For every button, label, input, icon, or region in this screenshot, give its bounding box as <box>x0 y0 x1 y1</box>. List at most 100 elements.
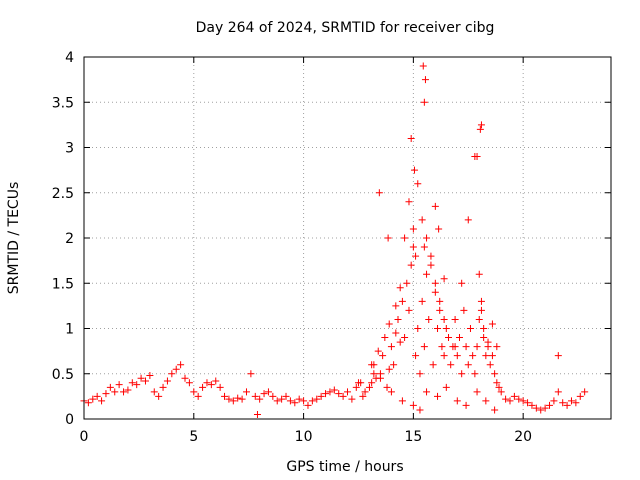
data-point <box>115 381 123 389</box>
data-point <box>352 383 360 391</box>
data-point <box>453 397 461 405</box>
data-point <box>438 343 446 351</box>
data-point <box>194 392 202 400</box>
data-point <box>537 406 545 414</box>
data-point <box>458 370 466 378</box>
grid-lines <box>84 57 611 419</box>
data-point <box>475 270 483 278</box>
data-point <box>207 381 215 389</box>
data-point <box>106 383 114 391</box>
data-point <box>502 395 510 403</box>
data-point <box>427 261 435 269</box>
y-tick-label: 0.5 <box>52 367 74 383</box>
y-tick-label: 1 <box>65 322 74 338</box>
data-point <box>453 352 461 360</box>
data-point <box>532 404 540 412</box>
data-point <box>405 198 413 206</box>
data-point <box>89 395 97 403</box>
data-point <box>203 379 211 387</box>
data-point <box>150 388 158 396</box>
data-point <box>414 180 422 188</box>
data-point <box>137 374 145 382</box>
data-point <box>495 383 503 391</box>
data-point <box>550 397 558 405</box>
x-tick-label: 20 <box>514 429 532 445</box>
data-point <box>431 202 439 210</box>
data-point <box>398 397 406 405</box>
data-point <box>98 397 106 405</box>
data-point <box>387 343 395 351</box>
data-point <box>418 216 426 224</box>
data-point <box>462 343 470 351</box>
data-point <box>434 325 442 332</box>
chart-title: Day 264 of 2024, SRMTID for receiver cib… <box>196 20 495 36</box>
data-point <box>491 370 499 378</box>
data-point <box>473 343 481 351</box>
data-point <box>420 98 428 106</box>
data-point <box>212 377 220 385</box>
data-point <box>291 399 299 407</box>
data-point <box>330 386 338 394</box>
data-point <box>493 343 501 351</box>
y-tick-label: 3.5 <box>52 95 74 111</box>
data-point <box>572 399 580 407</box>
data-point <box>473 153 481 161</box>
data-point <box>427 252 435 260</box>
data-point <box>412 352 420 360</box>
data-point <box>253 410 261 418</box>
data-point <box>256 395 264 403</box>
data-point <box>286 397 294 405</box>
data-point <box>423 270 431 278</box>
data-point <box>576 392 584 400</box>
data-point <box>84 399 92 407</box>
data-point <box>440 352 448 360</box>
data-point <box>431 288 439 296</box>
data-point <box>423 234 431 242</box>
data-point <box>445 334 453 342</box>
data-point <box>442 325 450 332</box>
data-point <box>405 306 413 314</box>
data-point <box>416 370 424 378</box>
data-point <box>344 388 351 396</box>
data-point <box>567 397 575 405</box>
data-point <box>410 166 418 174</box>
data-point <box>326 388 334 396</box>
data-point <box>497 388 505 396</box>
data-point <box>269 392 277 400</box>
data-point <box>431 279 439 287</box>
data-point <box>177 361 185 369</box>
data-point <box>420 343 428 351</box>
x-axis-ticks: 0 5 10 15 20 <box>80 57 532 445</box>
data-point <box>234 394 242 402</box>
data-point <box>128 379 136 387</box>
data-point <box>488 320 496 328</box>
data-point <box>425 315 433 323</box>
data-point <box>370 370 378 378</box>
data-point <box>421 76 429 84</box>
data-point <box>546 401 554 409</box>
data-point <box>335 390 343 398</box>
data-point <box>221 392 229 400</box>
data-point <box>559 399 567 407</box>
data-point <box>163 377 171 385</box>
y-axis-ticks: 0 0.5 1 1.5 2 2.5 3 3.5 4 <box>52 50 611 428</box>
data-point <box>420 243 428 251</box>
data-point <box>111 388 119 396</box>
data-point <box>396 338 404 346</box>
data-point <box>464 361 472 369</box>
data-point <box>515 395 523 403</box>
data-point <box>313 395 321 403</box>
data-point <box>409 225 417 233</box>
data-point <box>435 225 443 233</box>
data-point <box>339 392 347 400</box>
data-point <box>484 343 492 351</box>
data-points <box>80 62 589 418</box>
data-point <box>374 347 382 355</box>
data-point <box>398 297 406 305</box>
data-point <box>401 334 409 342</box>
data-point <box>480 325 488 332</box>
x-tick-label: 15 <box>404 429 422 445</box>
data-point <box>247 370 255 378</box>
data-point <box>93 392 101 400</box>
